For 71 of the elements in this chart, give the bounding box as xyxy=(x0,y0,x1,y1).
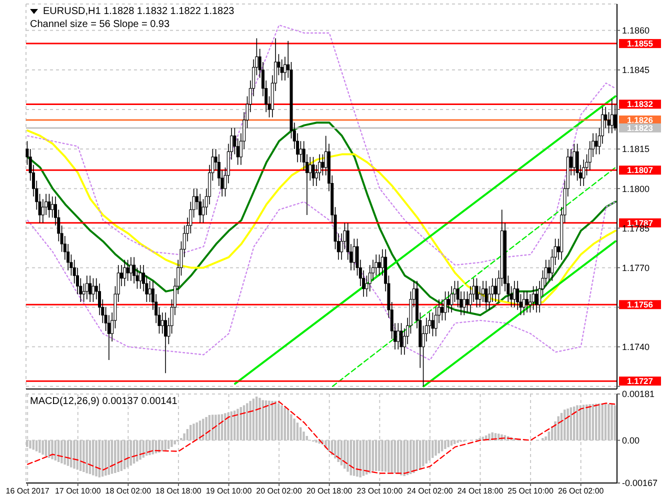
ref-line-label: 1.1832 xyxy=(627,99,654,110)
bar xyxy=(192,424,195,440)
ref-line-label: 1.1826 xyxy=(627,115,654,126)
candlestick xyxy=(148,280,152,302)
ref-line-label: 1.1756 xyxy=(627,300,654,310)
candlestick xyxy=(446,291,450,313)
x-tick-label: 18 Oct 02:00 xyxy=(105,486,152,496)
candlestick xyxy=(475,278,478,308)
y-tick-label: 1.1845 xyxy=(622,65,650,76)
candlestick xyxy=(396,322,400,350)
x-tick-label: 17 Oct 10:00 xyxy=(54,486,102,496)
candlestick xyxy=(48,193,51,218)
candlestick xyxy=(123,259,126,287)
x-tick-label: 19 Oct 10:00 xyxy=(206,486,252,496)
candlestick xyxy=(431,312,434,337)
candlestick xyxy=(50,196,54,218)
candlestick xyxy=(299,140,302,163)
ref-line-label: 1.1807 xyxy=(627,165,654,176)
candlestick xyxy=(610,98,614,134)
candlestick xyxy=(534,286,538,313)
y-tick-label: 0.00181 xyxy=(622,389,655,400)
text: Channel size = 56 Slope = 0.93 xyxy=(30,18,171,31)
y-tick-label: 1.1800 xyxy=(622,184,650,194)
x-tick-label: 23 Oct 10:00 xyxy=(356,486,404,496)
candlestick xyxy=(572,143,576,176)
candlestick xyxy=(321,154,324,176)
candlestick xyxy=(129,256,132,282)
candlestick xyxy=(440,298,444,321)
candlestick xyxy=(88,275,92,302)
chart-title: EURUSD,H1 1.1828 1.1832 1.1822 1.1823 xyxy=(43,6,234,17)
candlestick xyxy=(466,291,469,313)
candlestick xyxy=(138,264,142,290)
y-tick-label: 1.1860 xyxy=(622,26,650,36)
candlestick xyxy=(308,156,312,182)
x-tick-label: 20 Oct 18:00 xyxy=(306,486,353,496)
x-tick-label: 24 Oct 18:00 xyxy=(457,486,504,496)
candlestick xyxy=(92,278,95,302)
x-tick-label: 16 Oct 2017 xyxy=(6,486,50,496)
candlestick xyxy=(462,291,466,316)
candlestick xyxy=(522,291,526,316)
x-tick-label: 18 Oct 18:00 xyxy=(156,486,202,496)
candlestick xyxy=(444,291,447,321)
x-tick-label: 25 Oct 10:00 xyxy=(508,486,554,496)
ref-line-label: 1.1823 xyxy=(627,122,654,133)
candlestick xyxy=(312,156,315,186)
candlestick xyxy=(400,322,403,356)
candlestick xyxy=(85,275,88,300)
candlestick xyxy=(548,259,551,282)
ref-line-label: 1.1727 xyxy=(627,376,654,386)
y-tick-label: 1.1815 xyxy=(622,144,650,154)
candlestick xyxy=(164,312,168,374)
x-tick-label: 26 Oct 02:00 xyxy=(558,486,604,496)
candlestick xyxy=(494,278,498,302)
candlestick xyxy=(126,259,130,282)
ref-line-label: 1.1855 xyxy=(627,38,654,49)
x-tick-label: 20 Oct 02:00 xyxy=(256,486,303,496)
candlestick xyxy=(160,312,164,334)
candlestick xyxy=(512,280,516,308)
x-tick-label: 24 Oct 02:00 xyxy=(407,486,454,496)
candlestick xyxy=(484,280,488,310)
chart-title: MACD(12,26,9) 0.00137 0.00141 xyxy=(30,396,178,407)
y-tick-label: 1.1740 xyxy=(622,342,650,352)
candlestick xyxy=(352,238,356,271)
candlestick xyxy=(378,254,381,276)
y-tick-label: -0.00167 xyxy=(622,478,658,488)
candlestick xyxy=(532,286,535,310)
candlestick xyxy=(526,291,529,313)
y-tick-label: 1.1770 xyxy=(622,262,650,273)
line-series xyxy=(26,201,616,361)
candlestick xyxy=(594,132,598,155)
y-tick-label: 0.00 xyxy=(622,435,640,446)
